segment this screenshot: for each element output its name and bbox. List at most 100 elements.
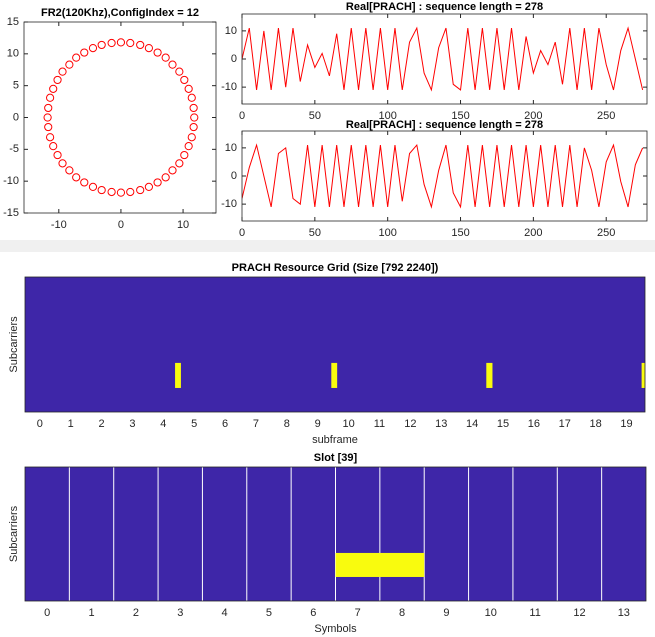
x-tick-label: 150	[451, 227, 469, 239]
y-tick-label: 0	[231, 170, 237, 182]
y-tick-label: 15	[7, 16, 19, 28]
x-tick-label: 8	[399, 607, 405, 619]
chart-title: PRACH Resource Grid (Size [792 2240])	[232, 262, 439, 274]
axes-box	[24, 276, 646, 413]
x-tick-label: 0	[239, 227, 245, 239]
x-tick-label: 7	[355, 607, 361, 619]
x-tick-label: 0	[37, 418, 43, 430]
chart-title: Real[PRACH] : sequence length = 278	[346, 119, 543, 131]
y-tick-label: -10	[221, 198, 237, 210]
y-tick-label: 10	[225, 142, 237, 154]
y-tick-label: 5	[13, 80, 19, 92]
x-tick-label: 6	[310, 607, 316, 619]
x-tick-label: 6	[222, 418, 228, 430]
chart-title: Slot [39]	[314, 452, 358, 464]
scatter-point	[136, 40, 145, 50]
axes-box	[241, 13, 648, 105]
scatter-point	[144, 182, 153, 191]
scatter-point	[97, 40, 106, 50]
x-axis-label: subframe	[312, 434, 358, 446]
y-tick-label: -5	[9, 143, 19, 155]
plot-area	[25, 277, 645, 412]
scatter-point	[49, 84, 58, 93]
scatter-point	[126, 38, 135, 48]
chart-title: Real[PRACH] : sequence length = 278	[346, 1, 543, 13]
scatter-point	[65, 166, 74, 175]
signal-line	[242, 143, 644, 209]
scatter-point	[97, 185, 106, 195]
x-tick-label: 7	[253, 418, 259, 430]
axes-background	[242, 131, 647, 221]
scatter-point	[175, 67, 184, 76]
scatter-point	[126, 187, 135, 197]
prach-block	[335, 552, 425, 577]
scatter-point	[184, 142, 193, 151]
scatter-point	[65, 60, 74, 69]
x-tick-label: 13	[618, 607, 630, 619]
scatter-point	[43, 113, 52, 122]
x-tick-label: 12	[573, 607, 585, 619]
scatter-point	[187, 133, 196, 142]
x-tick-label: 15	[497, 418, 509, 430]
x-tick-label: 2	[133, 607, 139, 619]
y-axis-label: Subcarriers	[8, 316, 20, 373]
scatter-point	[161, 173, 170, 182]
plot-area	[24, 22, 216, 213]
x-tick-label: 50	[309, 110, 321, 122]
x-tick-label: 4	[222, 607, 228, 619]
scatter-point	[116, 188, 126, 197]
chart-title: FR2(120Khz),ConfigIndex = 12	[41, 7, 199, 19]
x-tick-label: 13	[435, 418, 447, 430]
prach-block	[331, 362, 338, 388]
scatter-point	[72, 53, 81, 62]
x-tick-label: 0	[118, 219, 124, 231]
x-tick-label: 12	[404, 418, 416, 430]
x-tick-label: 0	[239, 110, 245, 122]
scatter-point	[189, 122, 198, 132]
scatter-point	[168, 166, 177, 175]
axes-box	[23, 21, 217, 214]
x-tick-label: 1	[88, 607, 94, 619]
scatter-point	[107, 187, 116, 197]
scatter-point	[80, 178, 89, 187]
scatter-point	[58, 67, 67, 76]
x-tick-label: 8	[284, 418, 290, 430]
x-axis-label: Symbols	[314, 623, 357, 635]
x-tick-label: 10	[342, 418, 354, 430]
x-tick-label: 14	[466, 418, 478, 430]
scatter-point	[45, 133, 55, 142]
x-tick-label: 18	[589, 418, 601, 430]
y-tick-label: -10	[3, 175, 19, 187]
scatter-point	[184, 84, 193, 93]
scatter-point	[49, 142, 58, 151]
y-tick-label: 0	[231, 53, 237, 65]
figure-separator	[0, 240, 655, 252]
scatter-point	[144, 44, 153, 53]
y-tick-label: 0	[13, 111, 19, 123]
scatter-point	[153, 178, 162, 187]
scatter-point	[175, 159, 184, 168]
plot-area	[25, 467, 646, 601]
scatter-point	[72, 173, 81, 182]
y-axis-label: Subcarriers	[8, 505, 20, 562]
x-tick-label: 150	[451, 110, 469, 122]
x-tick-label: 9	[443, 607, 449, 619]
x-tick-label: 100	[379, 227, 397, 239]
x-tick-label: 250	[597, 110, 615, 122]
x-tick-label: 11	[374, 418, 385, 430]
scatter-point	[107, 38, 116, 48]
x-tick-label: 19	[620, 418, 632, 430]
x-tick-label: 3	[129, 418, 135, 430]
x-tick-label: 9	[315, 418, 321, 430]
scatter-point	[187, 93, 196, 102]
scatter-point	[88, 182, 98, 191]
x-tick-label: 10	[177, 219, 189, 231]
scatter-point	[53, 150, 62, 160]
scatter-point	[44, 122, 53, 132]
x-tick-label: 1	[68, 418, 74, 430]
axes-background	[24, 22, 216, 213]
scatter-point	[180, 150, 189, 160]
scatter-point	[116, 38, 126, 47]
x-tick-label: 2	[99, 418, 105, 430]
